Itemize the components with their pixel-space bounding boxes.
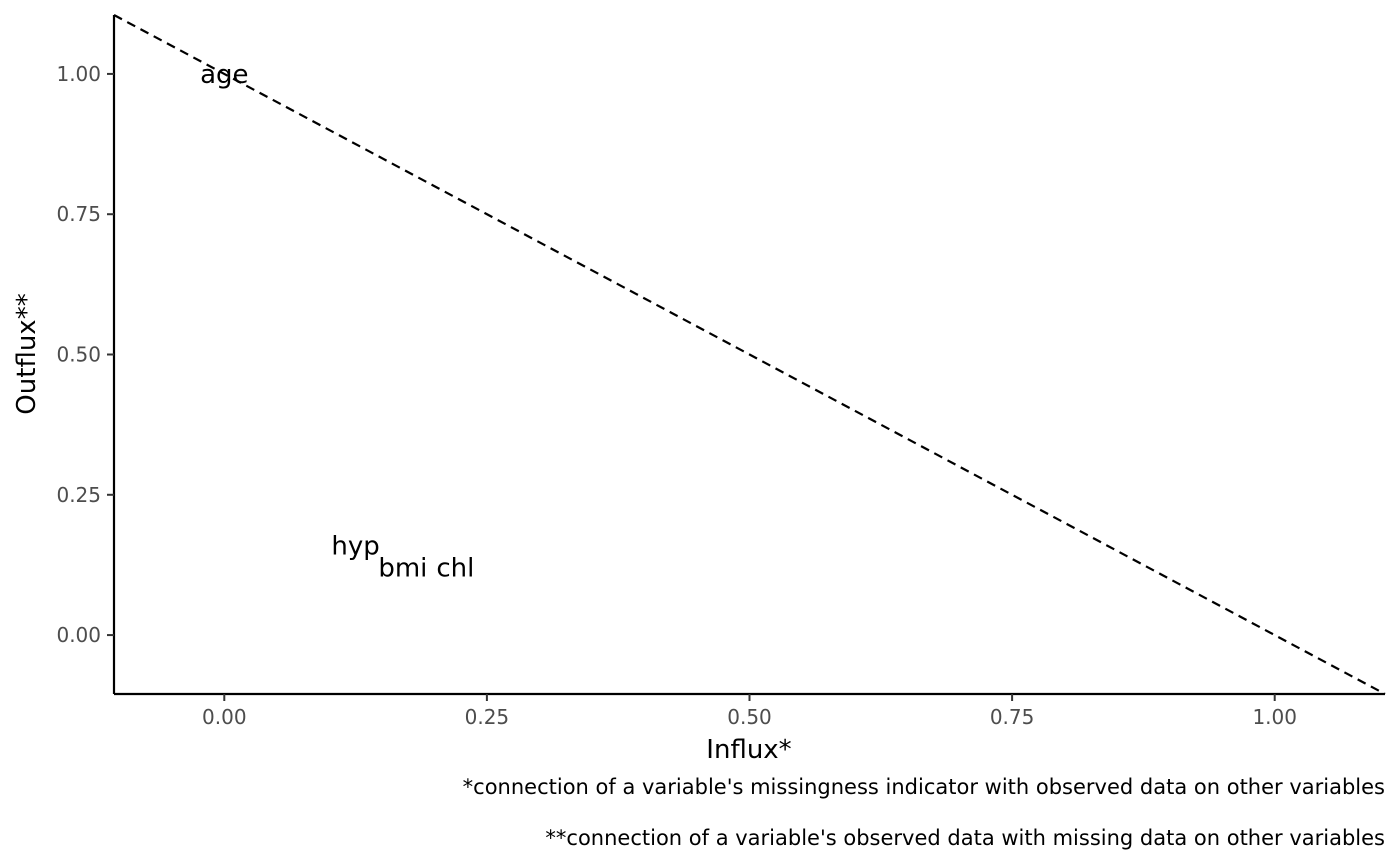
- x-tick-label: 1.00: [1252, 705, 1297, 729]
- x-axis-title: Influx*: [706, 735, 791, 765]
- point-label-chl: chl: [436, 554, 474, 584]
- y-axis-title: Outflux**: [12, 293, 42, 414]
- ticks-layer: 0.00 0.25 0.50 0.75 1.00 0.00 0.25 0.50 0.75 1.00: [56, 62, 1297, 729]
- caption-outflux: **connection of a variable's observed da…: [545, 826, 1385, 850]
- y-tick-label: 0.50: [56, 343, 101, 367]
- x-tick-label: 0.25: [465, 705, 510, 729]
- point-label-hyp: hyp: [331, 531, 379, 561]
- reference-dashed-line: [113, 14, 1386, 695]
- y-tick-label: 0.25: [56, 483, 101, 507]
- y-tick-label: 0.00: [56, 623, 101, 647]
- point-label-bmi: bmi: [378, 554, 427, 584]
- y-tick-label: 1.00: [56, 62, 101, 86]
- caption-influx: *connection of a variable's missingness …: [463, 775, 1385, 799]
- reference-line-layer: [113, 14, 1386, 695]
- x-tick-label: 0.00: [202, 705, 247, 729]
- point-label-age: age: [200, 60, 248, 90]
- x-tick-label: 0.50: [727, 705, 772, 729]
- y-tick-label: 0.75: [56, 202, 101, 226]
- x-tick-label: 0.75: [990, 705, 1035, 729]
